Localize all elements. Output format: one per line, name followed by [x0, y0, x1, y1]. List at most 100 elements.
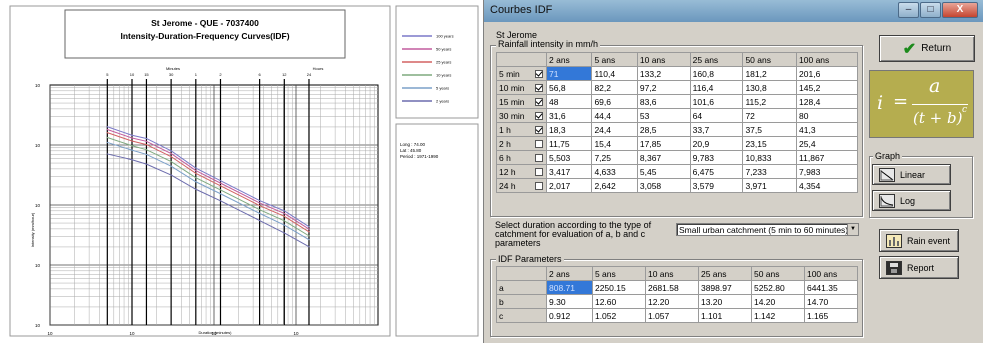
intensity-cell[interactable]: 48 — [545, 94, 593, 109]
catchment-select[interactable]: Small urban catchment (5 min to 60 minut… — [676, 223, 859, 236]
intensity-cell[interactable]: 2,642 — [591, 178, 638, 193]
close-button[interactable]: X — [942, 2, 978, 18]
duration-checkbox[interactable] — [535, 182, 543, 190]
duration-checkbox[interactable] — [535, 140, 543, 148]
intensity-row-header[interactable]: 2 h — [496, 136, 547, 151]
intensity-cell[interactable]: 97,2 — [636, 80, 691, 95]
intensity-cell[interactable]: 7,983 — [796, 164, 858, 179]
return-button[interactable]: ✔ Return — [879, 35, 975, 62]
intensity-cell[interactable]: 201,6 — [796, 66, 858, 81]
params-cell[interactable]: 14.70 — [803, 294, 859, 309]
intensity-cell[interactable]: 128,4 — [796, 94, 858, 109]
minimize-button[interactable]: – — [898, 2, 919, 18]
intensity-cell[interactable]: 6,475 — [689, 164, 744, 179]
intensity-cell[interactable]: 33,7 — [689, 122, 744, 137]
maximize-button[interactable]: □ — [920, 2, 941, 18]
intensity-row-header[interactable]: 24 h — [496, 178, 547, 193]
intensity-cell[interactable]: 115,2 — [742, 94, 798, 109]
params-cell[interactable]: 6441.35 — [803, 280, 859, 295]
intensity-cell[interactable]: 80 — [796, 108, 858, 123]
intensity-cell[interactable]: 15,4 — [591, 136, 638, 151]
params-cell[interactable]: 12.20 — [644, 294, 699, 309]
duration-checkbox[interactable] — [535, 126, 543, 134]
intensity-row-header[interactable]: 15 min — [496, 94, 547, 109]
intensity-cell[interactable]: 69,6 — [591, 94, 638, 109]
intensity-cell[interactable]: 7,25 — [591, 150, 638, 165]
intensity-cell[interactable]: 28,5 — [636, 122, 691, 137]
intensity-cell[interactable]: 71 — [545, 66, 593, 81]
intensity-cell[interactable]: 4,354 — [796, 178, 858, 193]
intensity-row-header[interactable]: 30 min — [496, 108, 547, 123]
intensity-cell[interactable]: 53 — [636, 108, 691, 123]
intensity-cell[interactable]: 17,85 — [636, 136, 691, 151]
params-cell[interactable]: 0.912 — [546, 308, 593, 323]
duration-checkbox[interactable] — [535, 70, 543, 78]
intensity-cell[interactable]: 101,6 — [689, 94, 744, 109]
intensity-cell[interactable]: 64 — [689, 108, 744, 123]
intensity-cell[interactable]: 44,4 — [591, 108, 638, 123]
duration-checkbox[interactable] — [535, 98, 543, 106]
params-cell[interactable]: 14.20 — [750, 294, 805, 309]
params-cell[interactable]: 2681.58 — [644, 280, 699, 295]
params-cell[interactable]: 1.165 — [803, 308, 859, 323]
params-cell[interactable]: 1.052 — [591, 308, 646, 323]
intensity-cell[interactable]: 20,9 — [689, 136, 744, 151]
intensity-cell[interactable]: 25,4 — [796, 136, 858, 151]
params-cell[interactable]: 5252.80 — [750, 280, 805, 295]
rain-event-button[interactable]: Rain event — [879, 229, 959, 252]
window-titlebar[interactable]: Courbes IDF – □ X — [484, 0, 983, 22]
params-cell[interactable]: 13.20 — [697, 294, 752, 309]
intensity-row-header[interactable]: 6 h — [496, 150, 547, 165]
params-cell[interactable]: 1.101 — [697, 308, 752, 323]
intensity-row-header[interactable]: 5 min — [496, 66, 547, 81]
params-cell[interactable]: 1.057 — [644, 308, 699, 323]
intensity-row-header[interactable]: 12 h — [496, 164, 547, 179]
intensity-cell[interactable]: 3,971 — [742, 178, 798, 193]
linear-button[interactable]: Linear — [872, 164, 951, 185]
params-cell[interactable]: 808.71 — [546, 280, 593, 295]
intensity-cell[interactable]: 82,2 — [591, 80, 638, 95]
intensity-cell[interactable]: 10,833 — [742, 150, 798, 165]
intensity-cell[interactable]: 3,417 — [545, 164, 593, 179]
intensity-cell[interactable]: 83,6 — [636, 94, 691, 109]
intensity-cell[interactable]: 133,2 — [636, 66, 691, 81]
intensity-cell[interactable]: 72 — [742, 108, 798, 123]
duration-checkbox[interactable] — [535, 154, 543, 162]
params-cell[interactable]: 2250.15 — [591, 280, 646, 295]
intensity-cell[interactable]: 7,233 — [742, 164, 798, 179]
params-cell[interactable]: 9.30 — [546, 294, 593, 309]
intensity-cell[interactable]: 5,503 — [545, 150, 593, 165]
intensity-cell[interactable]: 116,4 — [689, 80, 744, 95]
intensity-cell[interactable]: 160,8 — [689, 66, 744, 81]
intensity-row-header[interactable]: 10 min — [496, 80, 547, 95]
intensity-cell[interactable]: 37,5 — [742, 122, 798, 137]
duration-checkbox[interactable] — [535, 84, 543, 92]
intensity-cell[interactable]: 130,8 — [742, 80, 798, 95]
intensity-cell[interactable]: 23,15 — [742, 136, 798, 151]
params-cell[interactable]: 12.60 — [591, 294, 646, 309]
intensity-cell[interactable]: 4,633 — [591, 164, 638, 179]
intensity-cell[interactable]: 31,6 — [545, 108, 593, 123]
intensity-cell[interactable]: 3,579 — [689, 178, 744, 193]
intensity-cell[interactable]: 110,4 — [591, 66, 638, 81]
intensity-cell[interactable]: 9,783 — [689, 150, 744, 165]
log-button[interactable]: Log — [872, 190, 951, 211]
params-cell[interactable]: 1.142 — [750, 308, 805, 323]
duration-checkbox[interactable] — [535, 168, 543, 176]
intensity-cell[interactable]: 41,3 — [796, 122, 858, 137]
intensity-cell[interactable]: 145,2 — [796, 80, 858, 95]
intensity-cell[interactable]: 24,4 — [591, 122, 638, 137]
params-cell[interactable]: 3898.97 — [697, 280, 752, 295]
report-button[interactable]: Report — [879, 256, 959, 279]
intensity-cell[interactable]: 18,3 — [545, 122, 593, 137]
intensity-cell[interactable]: 11,75 — [545, 136, 593, 151]
intensity-cell[interactable]: 181,2 — [742, 66, 798, 81]
duration-checkbox[interactable] — [535, 112, 543, 120]
intensity-cell[interactable]: 5,45 — [636, 164, 691, 179]
intensity-cell[interactable]: 11,867 — [796, 150, 858, 165]
intensity-cell[interactable]: 3,058 — [636, 178, 691, 193]
intensity-cell[interactable]: 56,8 — [545, 80, 593, 95]
intensity-cell[interactable]: 8,367 — [636, 150, 691, 165]
dropdown-arrow-icon[interactable]: ▼ — [847, 224, 858, 235]
intensity-row-header[interactable]: 1 h — [496, 122, 547, 137]
